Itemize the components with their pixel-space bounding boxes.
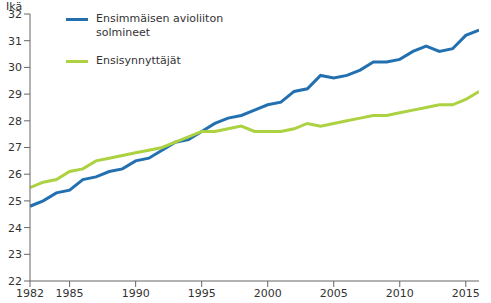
svg-text:30: 30 [8, 61, 22, 74]
svg-text:28: 28 [8, 115, 22, 128]
svg-text:27: 27 [8, 141, 22, 154]
svg-text:31: 31 [8, 35, 22, 48]
svg-text:2010: 2010 [386, 287, 414, 300]
svg-text:23: 23 [8, 248, 22, 261]
svg-text:1990: 1990 [122, 287, 150, 300]
svg-text:26: 26 [8, 168, 22, 181]
svg-text:2000: 2000 [254, 287, 282, 300]
svg-text:1982: 1982 [16, 287, 44, 300]
svg-text:32: 32 [8, 8, 22, 21]
svg-text:1985: 1985 [56, 287, 84, 300]
svg-text:2005: 2005 [320, 287, 348, 300]
svg-text:2015: 2015 [452, 287, 480, 300]
svg-text:22: 22 [8, 275, 22, 288]
svg-text:25: 25 [8, 195, 22, 208]
svg-text:1995: 1995 [188, 287, 216, 300]
svg-text:29: 29 [8, 88, 22, 101]
svg-text:24: 24 [8, 222, 22, 235]
